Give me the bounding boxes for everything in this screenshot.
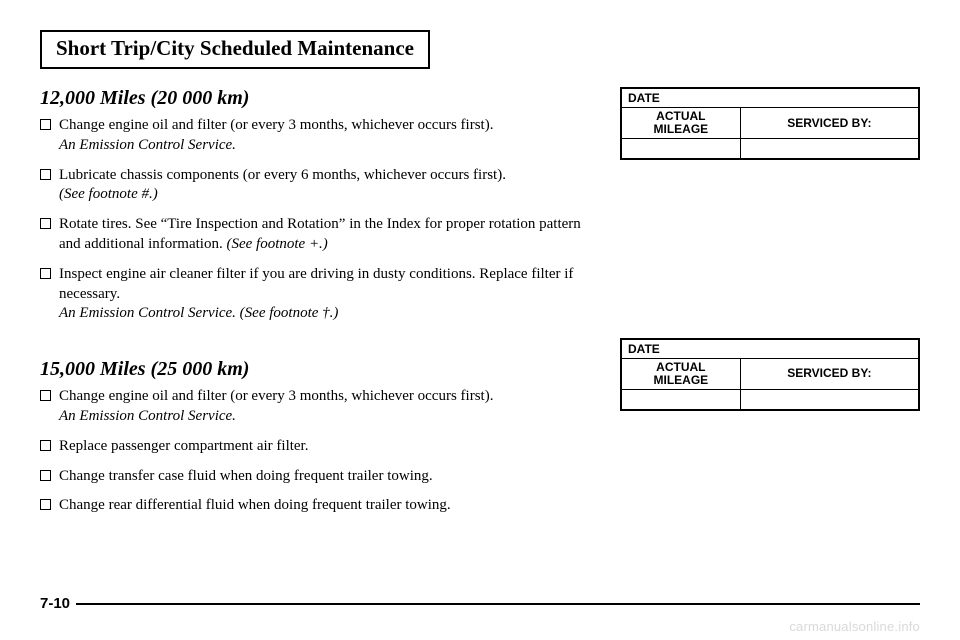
item-text: Change transfer case fluid when doing fr…	[59, 467, 590, 487]
item-main: Change transfer case fluid when doing fr…	[59, 468, 433, 484]
table-date-label: DATE	[621, 88, 919, 108]
content-columns: 12,000 Miles (20 000 km) Change engine o…	[40, 87, 920, 526]
item-note: (See footnote #.)	[59, 186, 158, 202]
section-heading-1: 15,000 Miles (25 000 km)	[40, 358, 590, 381]
item-text: Lubricate chassis components (or every 6…	[59, 166, 590, 206]
item-main: Lubricate chassis components (or every 6…	[59, 167, 506, 183]
item-note: An Emission Control Service.	[59, 408, 236, 424]
checkbox-icon	[40, 218, 51, 229]
mileage-line2: MILEAGE	[654, 122, 709, 136]
checkbox-icon	[40, 169, 51, 180]
table-cell-blank	[621, 390, 740, 410]
right-column: DATE ACTUAL MILEAGE SERVICED BY:	[620, 87, 920, 526]
footer-rule	[76, 603, 920, 605]
table-row	[621, 139, 919, 159]
list-item: Rotate tires. See “Tire Inspection and R…	[40, 215, 590, 255]
footer-rule-line: 7-10	[40, 595, 920, 612]
service-record-table-0: DATE ACTUAL MILEAGE SERVICED BY:	[620, 87, 920, 160]
left-column: 12,000 Miles (20 000 km) Change engine o…	[40, 87, 590, 526]
page: Short Trip/City Scheduled Maintenance 12…	[0, 0, 960, 640]
list-item: Change rear differential fluid when doin…	[40, 496, 590, 516]
item-main: Change engine oil and filter (or every 3…	[59, 388, 493, 404]
item-inline-note: (See footnote +.)	[226, 236, 327, 252]
table-row	[621, 390, 919, 410]
item-main: Inspect engine air cleaner filter if you…	[59, 266, 573, 302]
mileage-line1: ACTUAL	[656, 109, 705, 123]
checkbox-icon	[40, 440, 51, 451]
list-item: Inspect engine air cleaner filter if you…	[40, 265, 590, 324]
checkbox-icon	[40, 470, 51, 481]
table-mileage-label: ACTUAL MILEAGE	[621, 108, 740, 139]
item-text: Change engine oil and filter (or every 3…	[59, 387, 590, 427]
list-item: Change engine oil and filter (or every 3…	[40, 387, 590, 427]
table-cell-blank	[740, 139, 919, 159]
item-main: Change engine oil and filter (or every 3…	[59, 117, 493, 133]
section-spacer	[40, 334, 590, 358]
mileage-line2: MILEAGE	[654, 373, 709, 387]
page-title: Short Trip/City Scheduled Maintenance	[56, 36, 414, 60]
list-item: Replace passenger compartment air filter…	[40, 437, 590, 457]
table-spacer	[620, 160, 920, 338]
checkbox-icon	[40, 390, 51, 401]
service-record-table-1: DATE ACTUAL MILEAGE SERVICED BY:	[620, 338, 920, 411]
list-item: Lubricate chassis components (or every 6…	[40, 166, 590, 206]
table-cell-blank	[621, 139, 740, 159]
table-serviced-by-label: SERVICED BY:	[740, 108, 919, 139]
table-date-label: DATE	[621, 339, 919, 359]
list-item: Change transfer case fluid when doing fr…	[40, 467, 590, 487]
item-note: An Emission Control Service. (See footno…	[59, 305, 338, 321]
checkbox-icon	[40, 499, 51, 510]
watermark: carmanualsonline.info	[789, 619, 920, 634]
item-note: An Emission Control Service.	[59, 137, 236, 153]
title-box: Short Trip/City Scheduled Maintenance	[40, 30, 430, 69]
table-mileage-label: ACTUAL MILEAGE	[621, 358, 740, 389]
mileage-line1: ACTUAL	[656, 360, 705, 374]
item-text: Inspect engine air cleaner filter if you…	[59, 265, 590, 324]
section-heading-0: 12,000 Miles (20 000 km)	[40, 87, 590, 110]
checkbox-icon	[40, 268, 51, 279]
table-cell-blank	[740, 390, 919, 410]
item-text: Rotate tires. See “Tire Inspection and R…	[59, 215, 590, 255]
item-main: Change rear differential fluid when doin…	[59, 497, 451, 513]
table-serviced-by-label: SERVICED BY:	[740, 358, 919, 389]
list-item: Change engine oil and filter (or every 3…	[40, 116, 590, 156]
item-text: Replace passenger compartment air filter…	[59, 437, 590, 457]
footer: 7-10	[40, 595, 920, 612]
checkbox-icon	[40, 119, 51, 130]
page-number: 7-10	[40, 595, 70, 612]
item-text: Change engine oil and filter (or every 3…	[59, 116, 590, 156]
item-text: Change rear differential fluid when doin…	[59, 496, 590, 516]
item-main: Replace passenger compartment air filter…	[59, 438, 308, 454]
